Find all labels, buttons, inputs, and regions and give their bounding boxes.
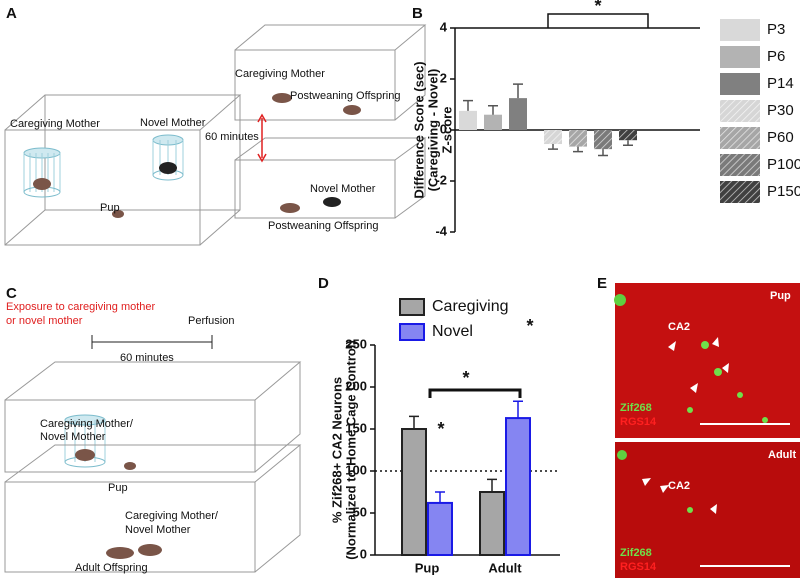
x-tick-label: Pup (415, 560, 440, 575)
diagram-label: Pup (100, 202, 120, 214)
legend-label: Novel (432, 323, 473, 340)
legend-label: Caregiving (432, 298, 508, 315)
diagram-label: Postweaning Offspring (268, 220, 378, 232)
annotation: * (526, 316, 533, 336)
panel-c-diagram (4, 335, 302, 573)
y-tick-label: 2 (440, 70, 447, 85)
micrographs (614, 283, 800, 578)
y-tick-label: -4 (435, 223, 447, 238)
diagram-label: Novel Mother (125, 524, 191, 536)
bar-hatch (544, 130, 562, 145)
legend-hatch (720, 154, 760, 176)
legend-swatch (399, 323, 425, 341)
bar-hatch (619, 130, 637, 141)
legend-label: P14 (767, 75, 794, 92)
diagram-label: Exposure to caregiving mother (6, 301, 156, 313)
y-axis-label: (Caregiving - Novel) (425, 69, 440, 192)
panel-label: A (6, 5, 17, 22)
diagram-label: Caregiving Mother (235, 68, 325, 80)
diagram-label: Caregiving Mother/ (125, 510, 219, 522)
legend-label: P3 (767, 21, 785, 38)
error-bar (487, 478, 497, 492)
image-label: Zif268 (620, 402, 652, 414)
diagram-label: Pup (108, 482, 128, 494)
y-axis-label: Difference Score (sec) (411, 61, 426, 198)
diagram-label: Perfusion (188, 315, 234, 327)
annotation: * (462, 368, 469, 388)
diagram-label: Postweaning Offspring (290, 90, 400, 102)
significance-bracket (428, 388, 522, 398)
image-label: RGS14 (620, 561, 657, 573)
y-axis-label: % Zif268+ CA2 Neurons (329, 377, 344, 523)
diagram-label: or novel mother (6, 315, 83, 327)
error-bar (573, 146, 583, 153)
bar (479, 491, 505, 556)
diagram-label: Adult Offspring (75, 562, 148, 574)
diagram-label: Novel Mother (140, 117, 206, 129)
panel-label: D (318, 275, 329, 292)
y-tick-label: 50 (353, 504, 367, 519)
diagram-label: Novel Mother (310, 183, 376, 195)
legend-label: P30 (767, 102, 794, 119)
image-label: CA2 (668, 480, 690, 492)
diagram-label: 60 minutes (205, 131, 259, 143)
diagram-label: Caregiving Mother/ (40, 418, 134, 430)
error-bar (513, 400, 523, 419)
error-bar (548, 144, 558, 150)
panel-label: B (412, 5, 423, 22)
bar (484, 114, 502, 130)
bar (505, 417, 531, 556)
bar (427, 501, 453, 557)
image-label: Pup (770, 290, 791, 302)
x-tick-label: Adult (488, 560, 522, 575)
legend-swatch (720, 73, 760, 95)
legend-hatch (720, 100, 760, 122)
legend-label: P100 (767, 156, 800, 173)
annotation: * (437, 419, 444, 439)
diagram-label: 60 minutes (120, 352, 174, 364)
y-tick-label: 200 (345, 378, 367, 393)
y-tick-label: 4 (440, 19, 448, 34)
error-bar (598, 149, 608, 157)
annotation: * (594, 0, 601, 16)
error-bar (488, 105, 498, 115)
bar-hatch (594, 130, 612, 150)
y-axis-label: Z-score (439, 107, 454, 154)
legend-swatch (720, 19, 760, 41)
y-axis-label: (Normalized to Home Cage Control) (343, 340, 358, 560)
panel-label: C (6, 285, 17, 302)
error-bar (513, 83, 523, 99)
error-bar (435, 491, 445, 503)
y-tick-label: 250 (345, 336, 367, 351)
panel-label: E (597, 275, 607, 292)
y-tick-label: 100 (345, 462, 367, 477)
legend-label: P60 (767, 129, 794, 146)
diagram-label: Novel Mother (40, 431, 106, 443)
y-tick-label: 0 (360, 546, 367, 561)
error-bar (409, 415, 419, 429)
error-bar (623, 140, 633, 147)
image-label: RGS14 (620, 416, 657, 428)
y-tick-label: 0 (440, 121, 447, 136)
legend-hatch (720, 127, 760, 149)
y-tick-label: 150 (345, 420, 367, 435)
bar (459, 110, 477, 130)
legend-swatch (720, 46, 760, 68)
panel-a-diagram (4, 24, 427, 246)
legend-label: P6 (767, 48, 785, 65)
bar-hatch (569, 130, 587, 147)
legend-hatch (720, 181, 760, 203)
diagram-label: Caregiving Mother (10, 118, 100, 130)
bar (401, 428, 427, 556)
error-bar (463, 99, 473, 111)
legend-swatch (399, 298, 425, 316)
significance-bracket (547, 13, 649, 28)
legend-label: P150 (767, 183, 800, 200)
image-label: Zif268 (620, 547, 652, 559)
image-label: Adult (768, 449, 796, 461)
bar (509, 98, 527, 130)
image-label: CA2 (668, 321, 690, 333)
y-tick-label: -2 (435, 172, 447, 187)
